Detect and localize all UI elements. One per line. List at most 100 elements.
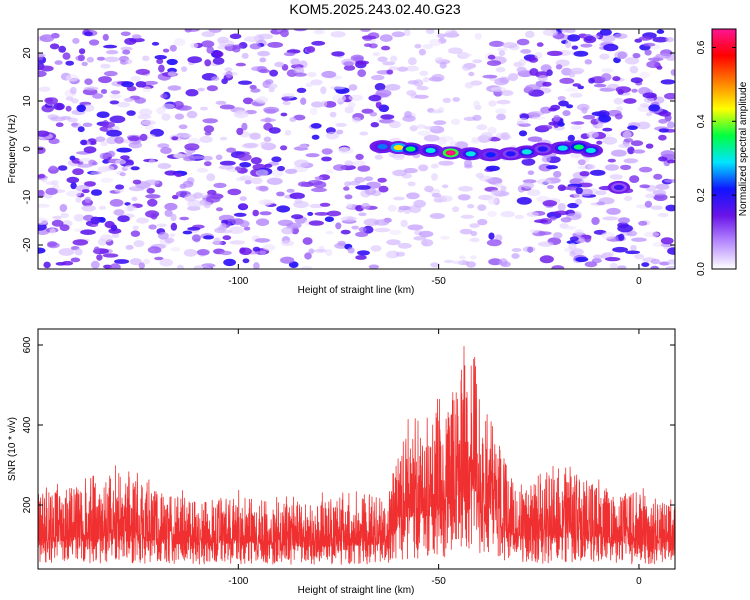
noise-blob: [511, 253, 520, 259]
noise-blob: [658, 156, 668, 162]
noise-blob: [154, 256, 164, 261]
noise-blob: [182, 230, 193, 235]
noise-blob: [611, 149, 627, 157]
noise-blob: [223, 258, 237, 267]
noise-blob: [450, 118, 461, 125]
noise-blob: [536, 42, 544, 47]
noise-blob: [307, 71, 317, 78]
noise-blob: [391, 31, 405, 38]
noise-blob: [474, 32, 482, 40]
noise-blob: [264, 163, 273, 168]
noise-blob: [644, 49, 652, 56]
noise-blob: [38, 70, 47, 78]
noise-blob: [69, 86, 77, 95]
noise-blob: [81, 61, 88, 67]
noise-blob: [276, 191, 285, 197]
noise-blob: [83, 31, 93, 37]
noise-blob: [80, 139, 88, 146]
noise-blob: [293, 66, 305, 75]
noise-blob: [136, 217, 149, 224]
noise-blob: [115, 184, 125, 190]
noise-blob: [548, 121, 557, 126]
noise-blob: [100, 141, 108, 147]
noise-blob: [219, 136, 228, 141]
noise-blob: [311, 134, 320, 140]
noise-blob: [201, 31, 216, 38]
noise-blob: [196, 249, 210, 256]
noise-blob: [98, 205, 107, 210]
noise-blob: [102, 33, 109, 41]
noise-blob: [259, 211, 272, 216]
noise-blob: [145, 194, 161, 199]
noise-blob: [83, 146, 97, 154]
noise-blob: [452, 206, 460, 213]
signal-point: [573, 144, 584, 150]
noise-blob: [658, 111, 672, 117]
noise-blob: [395, 251, 406, 257]
noise-blob: [418, 164, 429, 172]
noise-blob: [151, 41, 160, 46]
noise-blob: [173, 101, 184, 109]
noise-blob: [553, 210, 569, 216]
noise-blob: [459, 228, 473, 235]
noise-blob: [258, 185, 269, 192]
noise-blob: [239, 162, 252, 168]
noise-blob: [100, 234, 113, 243]
noise-blob: [375, 89, 392, 98]
noise-blob: [565, 40, 572, 49]
noise-blob: [123, 97, 135, 102]
snr-y-axis: 200 400 600: [22, 336, 675, 513]
noise-blob: [93, 246, 101, 255]
noise-blob: [325, 131, 340, 140]
noise-blob: [344, 160, 354, 167]
noise-blob: [629, 65, 639, 74]
noise-blob: [280, 256, 295, 264]
noise-blob: [324, 216, 334, 222]
noise-blob: [656, 29, 665, 34]
noise-blob: [612, 76, 621, 82]
noise-blob: [178, 124, 188, 130]
noise-blob: [606, 207, 621, 215]
noise-blob: [109, 199, 124, 207]
noise-blob: [73, 214, 84, 222]
noise-blob: [170, 213, 177, 222]
noise-blob: [382, 61, 396, 66]
noise-blob: [332, 94, 347, 102]
noise-blob: [601, 68, 614, 73]
noise-blob: [131, 34, 142, 40]
noise-blob: [452, 260, 464, 265]
noise-blob: [348, 84, 358, 91]
noise-blob: [167, 71, 177, 77]
noise-blob: [537, 75, 548, 82]
noise-blob: [444, 259, 454, 264]
noise-blob: [570, 121, 585, 125]
noise-blob: [106, 136, 118, 145]
noise-blob: [344, 194, 353, 200]
noise-blob: [236, 127, 244, 136]
noise-blob: [377, 177, 387, 183]
noise-blob: [90, 260, 100, 269]
noise-blob: [397, 242, 412, 249]
noise-blob: [314, 176, 324, 181]
noise-blob: [179, 216, 190, 221]
noise-blob: [414, 94, 429, 99]
noise-blob: [289, 192, 306, 200]
noise-blob: [305, 153, 320, 158]
noise-blob: [285, 168, 298, 174]
noise-blob: [596, 140, 603, 145]
noise-blob: [65, 74, 79, 82]
noise-blob: [645, 112, 653, 117]
signal-point: [405, 146, 416, 152]
noise-blob: [623, 158, 639, 164]
snr-frame: [37, 328, 676, 570]
noise-blob: [627, 146, 635, 155]
noise-blob: [142, 55, 150, 62]
noise-blob: [106, 129, 122, 137]
noise-blob: [139, 133, 148, 141]
noise-blob: [320, 86, 327, 95]
noise-blob: [528, 111, 545, 116]
signal-point: [377, 144, 388, 150]
noise-blob: [65, 60, 74, 66]
noise-blob: [522, 182, 535, 189]
noise-blob: [49, 165, 57, 171]
